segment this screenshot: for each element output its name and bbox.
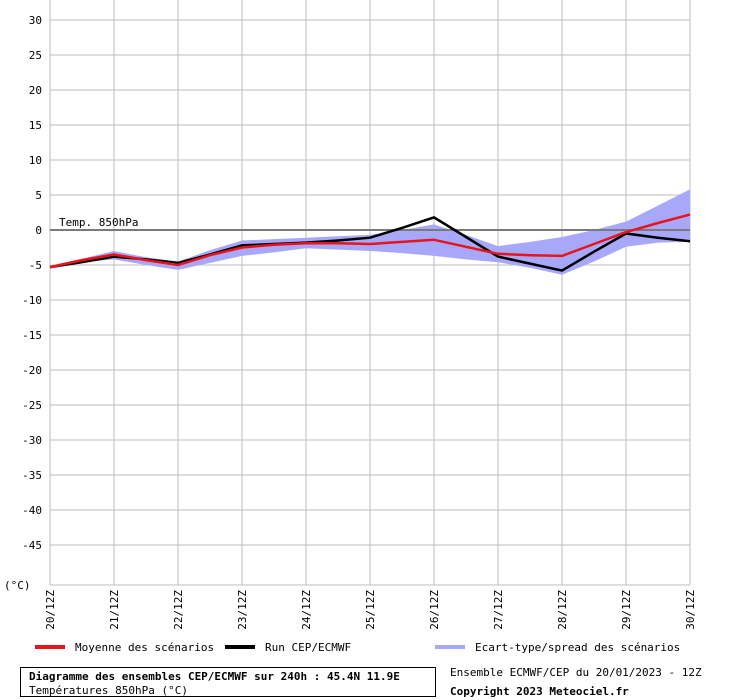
chart-title: Diagramme des ensembles CEP/ECMWF sur 24…: [29, 670, 400, 683]
y-tick-label: 20: [29, 84, 42, 97]
run-info: Ensemble ECMWF/CEP du 20/01/2023 - 12Z: [450, 666, 702, 679]
y-tick-labels: 30 25 20 15 10 5 0 -5 -10 -15 -20 -25 -30 -35 -40 -45: [22, 14, 42, 552]
legend-label-run: Run CEP/ECMWF: [265, 640, 352, 654]
x-tick-label: 28/12Z: [556, 590, 569, 630]
y-tick-label: 25: [29, 49, 42, 62]
x-tick-label: 20/12Z: [44, 590, 57, 630]
x-tick-label: 24/12Z: [300, 590, 313, 630]
x-tick-label: 30/12Z: [684, 590, 697, 630]
x-tick-label: 29/12Z: [620, 590, 633, 630]
y-tick-label: -15: [22, 329, 42, 342]
y-axis-label: (°C): [4, 579, 31, 592]
y-tick-label: -30: [22, 434, 42, 447]
legend: Moyenne des scénarios Run CEP/ECMWF Ecar…: [0, 638, 740, 656]
y-tick-label: -25: [22, 399, 42, 412]
grid: [49, 0, 691, 586]
x-tick-label: 23/12Z: [236, 590, 249, 630]
y-tick-label: -40: [22, 504, 42, 517]
x-tick-label: 25/12Z: [364, 590, 377, 630]
x-tick-label: 26/12Z: [428, 590, 441, 630]
legend-swatch-spread: [435, 645, 465, 649]
legend-item-mean: Moyenne des scénarios: [35, 638, 214, 656]
copyright: Copyright 2023 Meteociel.fr: [450, 685, 629, 698]
legend-swatch-run: [225, 645, 255, 649]
y-tick-label: 10: [29, 154, 42, 167]
legend-label-mean: Moyenne des scénarios: [75, 640, 215, 654]
chart-subtitle: Températures 850hPa (°C): [29, 684, 188, 697]
y-tick-label: 30: [29, 14, 42, 27]
legend-swatch-mean: [35, 645, 65, 649]
y-tick-label: 0: [35, 224, 42, 237]
legend-item-run: Run CEP/ECMWF: [225, 638, 351, 656]
series-lines-layer: [49, 213, 691, 272]
legend-item-spread: Ecart-type/spread des scénarios: [435, 638, 680, 656]
reference-line-label: Temp. 850hPa: [59, 216, 138, 229]
x-tick-label: 22/12Z: [172, 590, 185, 630]
mean-series-line: [49, 213, 691, 269]
y-tick-label: 5: [35, 189, 42, 202]
ensemble-temperature-chart: 30 25 20 15 10 5 0 -5 -10 -15 -20 -25 -30 -35 -40 -45 2…: [4, 0, 697, 630]
y-tick-label: -45: [22, 539, 42, 552]
x-tick-labels: 20/12Z 21/12Z 22/12Z 23/12Z 24/12Z 25/12Z 26/1…: [44, 590, 697, 630]
legend-label-spread: Ecart-type/spread des scénarios: [475, 640, 681, 654]
y-tick-label: -20: [22, 364, 42, 377]
y-tick-label: 15: [29, 119, 42, 132]
y-tick-label: -10: [22, 294, 42, 307]
x-tick-label: 21/12Z: [108, 590, 121, 630]
chart-title-box: Diagramme des ensembles CEP/ECMWF sur 24…: [20, 667, 436, 697]
y-tick-label: -35: [22, 469, 42, 482]
y-tick-label: -5: [29, 259, 42, 272]
x-tick-label: 27/12Z: [492, 590, 505, 630]
